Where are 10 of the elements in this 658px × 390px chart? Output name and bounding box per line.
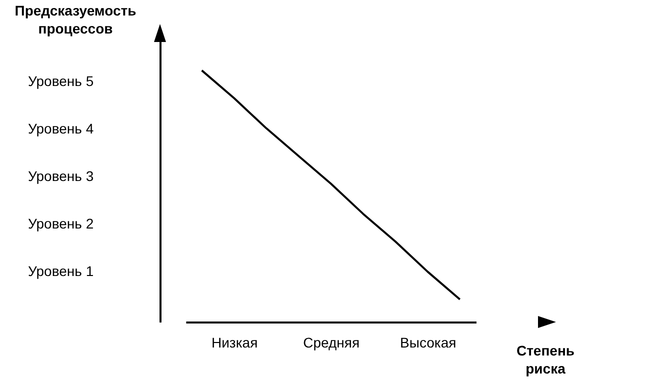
text: Уровень 5 [28, 73, 94, 89]
text: Уровень 2 [28, 216, 94, 232]
x-tick-label: Средняя [303, 334, 360, 350]
x-axis-title: Степень риска [516, 342, 575, 376]
x-tick-label: Высокая [400, 334, 456, 350]
x-tick-label: Низкая [211, 334, 258, 350]
y-axis-title: Предсказуемость процессов [14, 2, 137, 36]
text: Уровень 3 [28, 168, 94, 184]
text: Уровень 1 [28, 263, 94, 279]
text: Уровень 4 [28, 120, 94, 136]
